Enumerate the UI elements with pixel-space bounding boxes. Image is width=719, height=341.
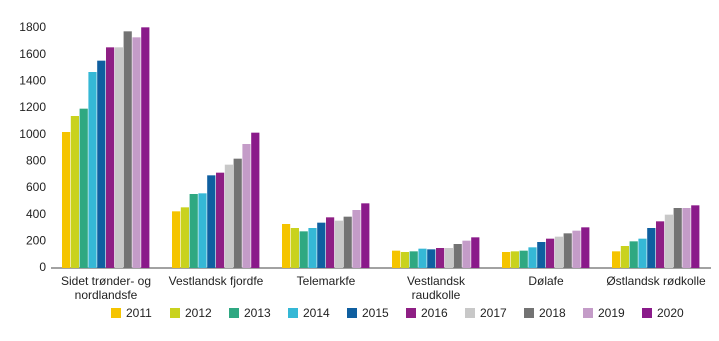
legend-swatch — [288, 308, 298, 318]
legend-label: 2017 — [480, 306, 507, 320]
y-tick-label: 0 — [39, 260, 46, 274]
bar — [691, 205, 700, 268]
bar — [620, 246, 629, 268]
y-tick-label: 600 — [26, 180, 46, 194]
bar — [172, 211, 181, 268]
legend-swatch — [524, 308, 534, 318]
y-tick-label: 800 — [26, 154, 46, 168]
y-tick-label: 1200 — [19, 100, 46, 114]
legend-swatch — [111, 308, 121, 318]
bar — [343, 216, 352, 268]
bar — [392, 250, 401, 268]
bar — [612, 251, 621, 268]
legend-swatch — [170, 308, 180, 318]
bar — [251, 132, 260, 268]
y-tick-label: 1600 — [19, 47, 46, 61]
bar — [409, 251, 418, 268]
bar — [282, 224, 291, 268]
legend-label: 2018 — [539, 306, 566, 320]
bar — [502, 252, 511, 268]
legend-label: 2020 — [657, 306, 684, 320]
x-tick-label: Vestlandsk fjordfe — [168, 274, 264, 288]
bar — [436, 248, 445, 268]
bar — [572, 230, 581, 268]
bar — [132, 37, 141, 269]
bar — [418, 248, 427, 268]
bar — [207, 175, 216, 268]
bar — [656, 221, 665, 268]
legend-label: 2012 — [185, 306, 212, 320]
bar — [224, 164, 233, 268]
bar — [233, 158, 242, 268]
bar — [546, 238, 555, 268]
legend-label: 2011 — [126, 306, 152, 320]
bar — [638, 238, 647, 268]
bar — [216, 172, 225, 268]
bar — [317, 222, 326, 268]
bar — [462, 240, 471, 268]
bar — [79, 108, 88, 269]
x-tick-label: Sidet trønder- og nordlandsfe — [60, 274, 152, 302]
bar — [682, 208, 691, 268]
legend-swatch — [229, 308, 239, 318]
y-tick-label: 400 — [26, 207, 46, 221]
bar — [299, 231, 308, 268]
bar — [352, 210, 361, 268]
bar — [400, 252, 409, 268]
bar — [198, 193, 207, 268]
legend-swatch — [465, 308, 475, 318]
legend-swatch — [406, 308, 416, 318]
bar — [471, 237, 480, 268]
bar — [563, 233, 572, 268]
bar — [629, 241, 638, 268]
bar — [123, 31, 132, 269]
bar — [141, 27, 150, 269]
bar — [453, 244, 462, 268]
bar — [427, 249, 436, 268]
bar — [361, 203, 370, 268]
bar — [510, 251, 519, 268]
x-tick-label: Vestlandsk raudkolle — [406, 274, 466, 302]
legend-swatch — [583, 308, 593, 318]
bar — [290, 228, 299, 268]
legend-label: 2014 — [303, 306, 330, 320]
y-tick-label: 200 — [26, 234, 46, 248]
bar — [537, 242, 546, 268]
legend-swatch — [642, 308, 652, 318]
y-tick-label: 1800 — [19, 20, 46, 34]
bar — [88, 72, 97, 268]
bar — [673, 208, 682, 268]
bar — [664, 214, 673, 268]
x-tick-label: Østlandsk rødkolle — [606, 274, 706, 288]
bar — [308, 228, 317, 268]
bar — [554, 236, 563, 268]
bar — [242, 144, 251, 268]
legend-label: 2013 — [244, 306, 271, 320]
bar — [334, 220, 343, 268]
legend-label: 2019 — [598, 306, 625, 320]
bar — [62, 132, 71, 268]
bar — [528, 247, 537, 268]
bar — [581, 227, 590, 268]
bar — [114, 47, 123, 269]
legend-label: 2015 — [362, 306, 389, 320]
bar — [647, 228, 656, 268]
legend-swatch — [347, 308, 357, 318]
bar — [326, 217, 335, 268]
x-tick-label: Telemarkfe — [296, 274, 356, 288]
bar — [106, 47, 115, 269]
bar — [189, 194, 198, 268]
x-tick-label: Dølafe — [528, 274, 564, 288]
y-tick-label: 1400 — [19, 74, 46, 88]
legend-label: 2016 — [421, 306, 448, 320]
bar — [180, 207, 189, 268]
bar — [519, 250, 528, 268]
y-tick-label: 1000 — [19, 127, 46, 141]
bar — [97, 60, 106, 268]
bar — [444, 248, 453, 268]
bar — [70, 116, 79, 268]
